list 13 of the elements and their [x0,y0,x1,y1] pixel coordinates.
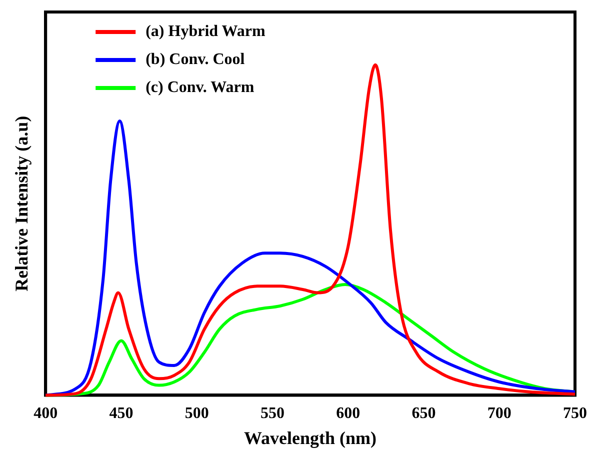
x-tick-label: 400 [34,404,58,422]
x-tick-label: 650 [412,404,436,422]
x-axis-title: Wavelength (nm) [244,428,377,448]
x-tick-label: 700 [487,404,512,422]
y-axis-title: Relative Intensity (a.u) [11,116,32,292]
legend-label: (b) Conv. Cool [146,51,246,68]
x-tick-label: 450 [109,404,134,422]
x-tick-label: 500 [184,404,209,422]
legend-label: (a) Hybrid Warm [146,23,266,40]
x-tick-label: 550 [260,404,284,422]
x-tick-label: 750 [563,404,587,422]
x-tick-label: 600 [336,404,360,422]
legend-label: (c) Conv. Warm [146,79,255,96]
